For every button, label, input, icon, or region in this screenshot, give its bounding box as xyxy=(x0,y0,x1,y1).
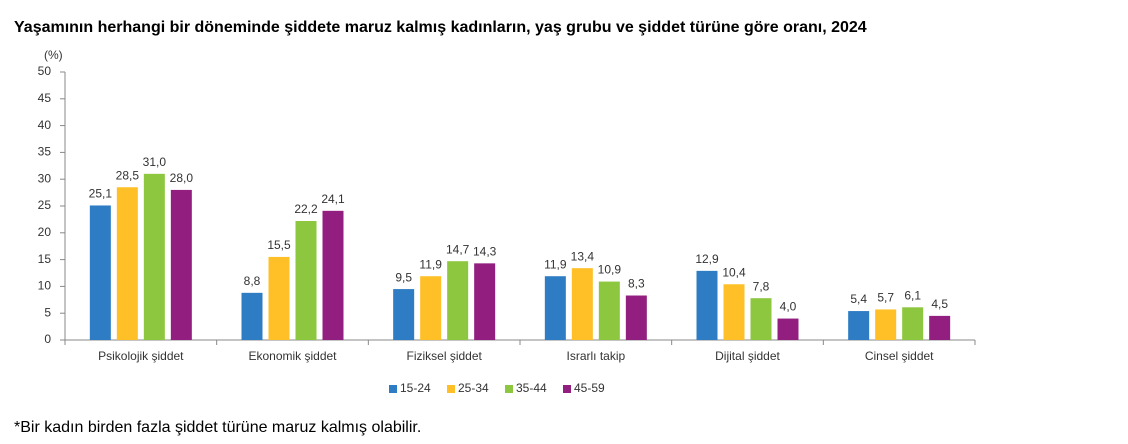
bar xyxy=(571,268,593,340)
bar xyxy=(848,311,870,340)
legend-swatch xyxy=(447,385,455,393)
value-label: 10,9 xyxy=(598,263,622,277)
bar xyxy=(295,221,317,340)
bar xyxy=(696,270,718,340)
legend-label: 25-34 xyxy=(458,381,489,395)
bar xyxy=(322,210,344,340)
y-tick-label: 50 xyxy=(38,64,52,78)
value-label: 28,0 xyxy=(170,171,194,185)
value-label: 8,3 xyxy=(628,277,645,291)
bar xyxy=(625,295,647,340)
bar xyxy=(723,284,745,340)
y-tick-label: 30 xyxy=(38,171,52,185)
value-label: 14,3 xyxy=(473,245,497,259)
legend-label: 15-24 xyxy=(400,381,431,395)
bar xyxy=(241,292,263,340)
value-label: 28,5 xyxy=(116,168,140,182)
value-label: 25,1 xyxy=(89,187,113,201)
value-label: 14,7 xyxy=(446,242,470,256)
value-label: 6,1 xyxy=(904,288,921,302)
value-label: 11,9 xyxy=(544,257,567,271)
value-label: 11,9 xyxy=(419,257,442,271)
legend-swatch xyxy=(505,385,513,393)
x-tick-label: Cinsel şiddet xyxy=(865,349,934,363)
value-label: 15,5 xyxy=(267,238,291,252)
value-label: 8,8 xyxy=(244,274,261,288)
bar xyxy=(143,173,165,340)
y-axis-label: (%) xyxy=(44,48,63,62)
bar xyxy=(116,187,138,340)
bar xyxy=(902,307,924,340)
y-tick-label: 10 xyxy=(38,279,52,293)
value-label: 24,1 xyxy=(321,192,345,206)
x-tick-label: Israrlı takip xyxy=(566,349,625,363)
y-tick-label: 25 xyxy=(38,198,52,212)
y-tick-label: 20 xyxy=(38,225,52,239)
footnote: *Bir kadın birden fazla şiddet türüne ma… xyxy=(14,419,421,436)
legend-swatch xyxy=(563,385,571,393)
y-tick-label: 40 xyxy=(38,118,52,132)
bar xyxy=(393,289,415,340)
y-tick-label: 45 xyxy=(38,91,52,105)
bar xyxy=(777,318,799,340)
y-tick-label: 5 xyxy=(44,305,51,319)
bar xyxy=(447,261,469,340)
bar xyxy=(875,309,897,340)
legend-label: 45-59 xyxy=(574,381,605,395)
bar xyxy=(598,281,620,340)
bar xyxy=(474,263,496,340)
value-label: 4,5 xyxy=(931,297,948,311)
bar xyxy=(89,205,111,340)
value-label: 9,5 xyxy=(395,270,412,284)
value-label: 5,7 xyxy=(877,291,894,305)
x-tick-label: Psikolojik şiddet xyxy=(98,349,184,363)
value-label: 4,0 xyxy=(780,300,797,314)
y-tick-label: 15 xyxy=(38,252,52,266)
bar xyxy=(544,276,566,340)
chart-title: Yaşamının herhangi bir döneminde şiddete… xyxy=(14,19,867,36)
bar xyxy=(268,256,290,340)
value-label: 22,2 xyxy=(294,202,318,216)
value-label: 5,4 xyxy=(850,292,867,306)
bar xyxy=(420,276,442,340)
value-label: 7,8 xyxy=(753,279,770,293)
x-tick-label: Dijital şiddet xyxy=(715,349,780,363)
value-label: 13,4 xyxy=(571,249,595,263)
y-tick-label: 0 xyxy=(44,332,51,346)
legend-swatch xyxy=(389,385,397,393)
bar xyxy=(750,298,772,340)
y-tick-label: 35 xyxy=(38,145,52,159)
legend-label: 35-44 xyxy=(516,381,547,395)
bar xyxy=(929,315,951,340)
bar xyxy=(170,189,192,340)
value-label: 10,4 xyxy=(722,265,746,279)
x-tick-label: Ekonomik şiddet xyxy=(248,349,337,363)
value-label: 12,9 xyxy=(695,252,719,266)
value-label: 31,0 xyxy=(143,155,167,169)
x-tick-label: Fiziksel şiddet xyxy=(406,349,482,363)
